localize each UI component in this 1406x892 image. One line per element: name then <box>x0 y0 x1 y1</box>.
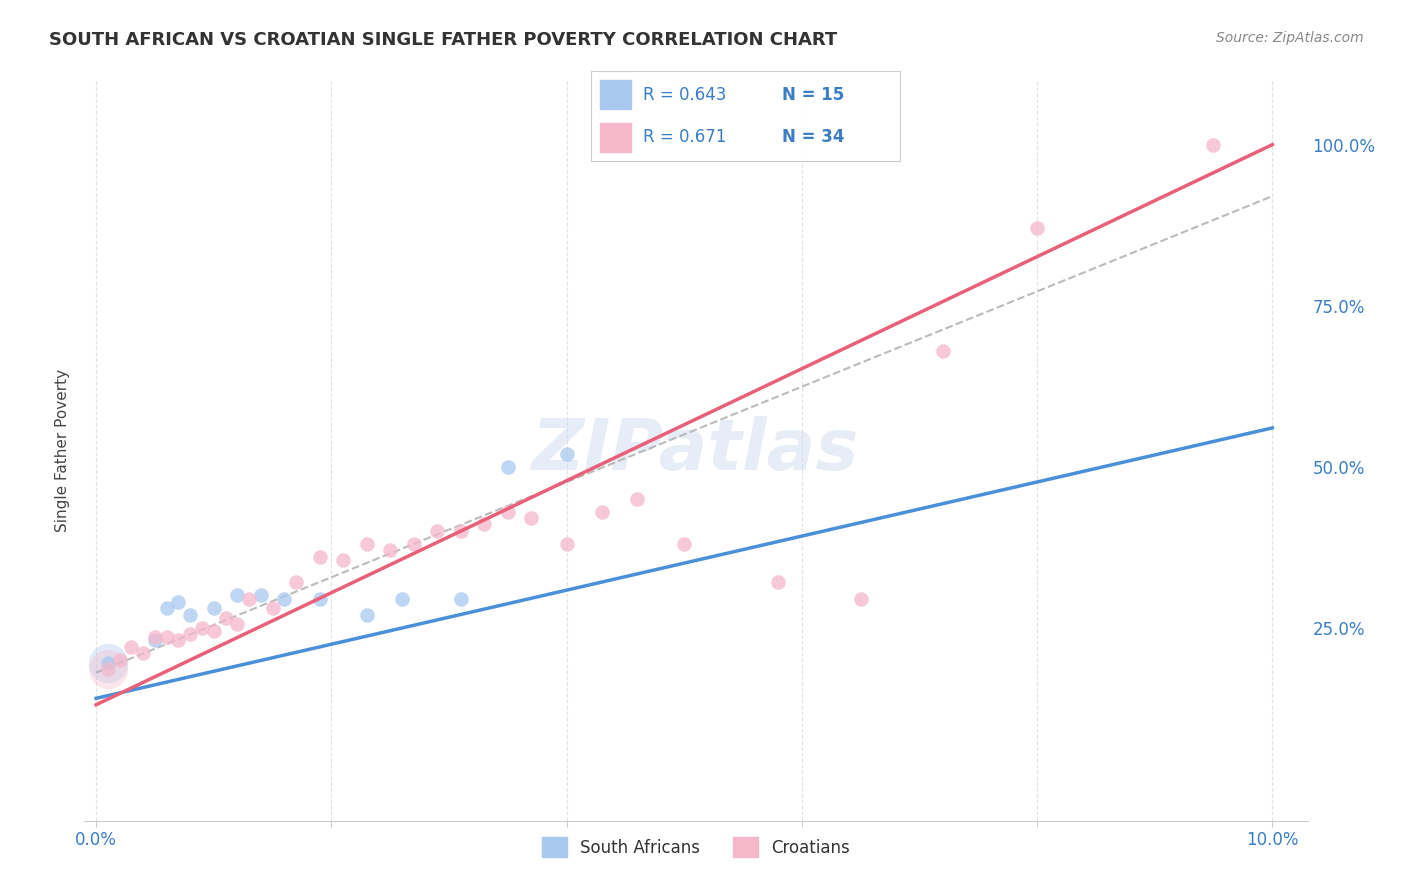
Text: R = 0.643: R = 0.643 <box>643 86 727 103</box>
Point <box>768 575 790 590</box>
Point <box>450 524 472 538</box>
Point <box>308 591 330 606</box>
Point <box>226 588 249 602</box>
Point <box>143 633 166 648</box>
Point <box>673 537 696 551</box>
Point <box>191 620 214 634</box>
Text: N = 15: N = 15 <box>782 86 845 103</box>
Legend: South Africans, Croatians: South Africans, Croatians <box>534 830 858 864</box>
Point <box>214 611 236 625</box>
Text: N = 34: N = 34 <box>782 128 845 146</box>
Point <box>249 588 271 602</box>
Text: ZIPatlas: ZIPatlas <box>533 416 859 485</box>
Point <box>120 640 142 654</box>
Point <box>202 624 225 638</box>
Point <box>591 505 613 519</box>
Bar <box>600 123 631 152</box>
Point <box>555 447 578 461</box>
Point <box>626 491 648 506</box>
Point <box>496 505 519 519</box>
Point <box>426 524 449 538</box>
Point <box>555 537 578 551</box>
Point <box>1202 137 1225 152</box>
Point <box>380 543 402 558</box>
Point <box>332 553 354 567</box>
Point <box>262 601 284 615</box>
Y-axis label: Single Father Poverty: Single Father Poverty <box>55 369 70 532</box>
Text: SOUTH AFRICAN VS CROATIAN SINGLE FATHER POVERTY CORRELATION CHART: SOUTH AFRICAN VS CROATIAN SINGLE FATHER … <box>49 31 838 49</box>
Point <box>273 591 295 606</box>
Point <box>132 646 155 660</box>
Point <box>226 617 249 632</box>
Point <box>849 591 872 606</box>
Point <box>238 591 260 606</box>
Point <box>179 627 201 641</box>
Point <box>1026 221 1049 235</box>
Point <box>356 537 378 551</box>
Text: Source: ZipAtlas.com: Source: ZipAtlas.com <box>1216 31 1364 45</box>
Point <box>496 459 519 474</box>
Point <box>179 607 201 622</box>
Point <box>308 549 330 564</box>
Point <box>391 591 413 606</box>
Point <box>450 591 472 606</box>
Point <box>156 601 179 615</box>
Point <box>167 595 190 609</box>
Point <box>97 662 120 676</box>
Point <box>143 630 166 644</box>
Point <box>356 607 378 622</box>
Point <box>156 630 179 644</box>
Point <box>97 662 120 676</box>
Text: R = 0.671: R = 0.671 <box>643 128 727 146</box>
Point <box>932 343 955 358</box>
Point <box>167 633 190 648</box>
Point <box>520 511 543 525</box>
Point <box>202 601 225 615</box>
Point <box>97 656 120 670</box>
Point <box>97 656 120 670</box>
Point <box>108 653 131 667</box>
Point <box>402 537 425 551</box>
Bar <box>600 80 631 109</box>
Point <box>472 517 495 532</box>
Point <box>285 575 308 590</box>
